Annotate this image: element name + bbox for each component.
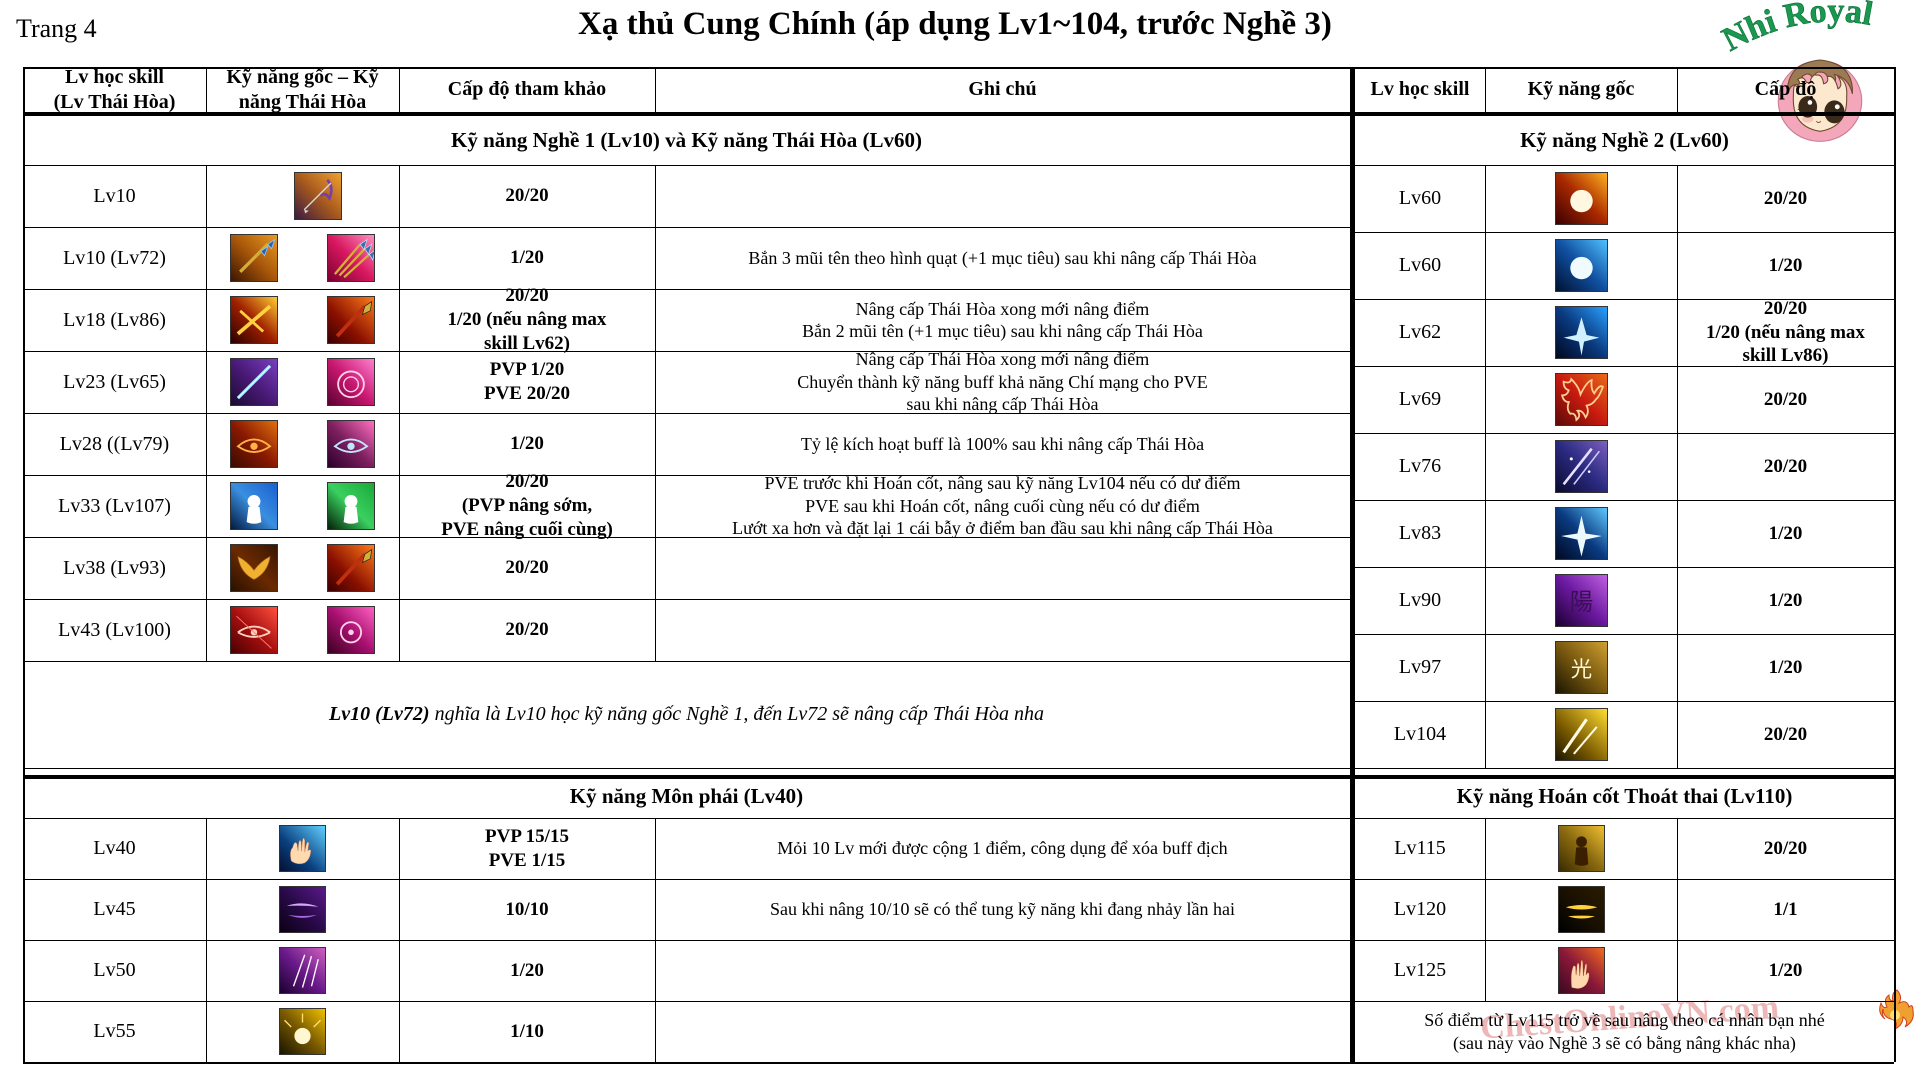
svg-text:光: 光 xyxy=(1570,658,1591,682)
svg-text:陽: 陽 xyxy=(1569,590,1592,616)
